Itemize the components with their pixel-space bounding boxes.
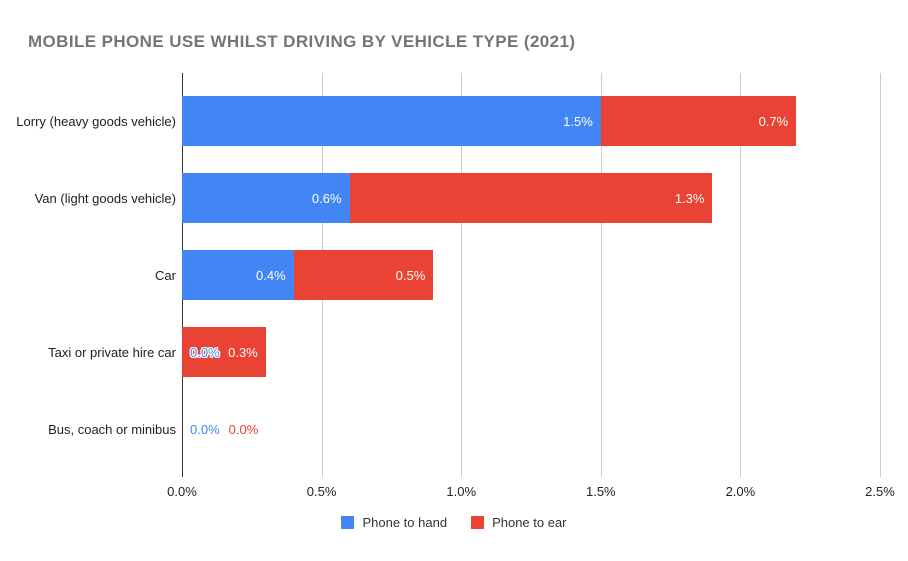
x-axis-tick-label: 0.5% [306,484,337,499]
bar-segment-phone-to-ear[interactable] [293,250,434,300]
category-label-car: Car [155,267,176,283]
legend-label: Phone to ear [492,515,567,530]
legend: Phone to hand Phone to ear [0,515,908,530]
x-axis-tick-label: 1.5% [585,484,616,499]
bar-segment-phone-to-hand[interactable] [182,250,294,300]
gridline [880,73,881,477]
bar-row-car: 0.4% 0.5% [182,250,880,300]
x-axis-tick-label: 0.0% [167,484,197,499]
chart-title: MOBILE PHONE USE WHILST DRIVING BY VEHIC… [28,32,576,51]
x-axis-tick-label: 2.5% [865,484,895,499]
bar-segment-phone-to-hand[interactable] [182,96,601,146]
legend-item-phone-to-hand: Phone to hand [341,515,447,530]
value-label-phone-to-hand: 0.0% [190,421,220,437]
legend-item-phone-to-ear: Phone to ear [471,515,567,530]
bar-row-lorry-heavy-goods-vehicle: 1.5% 0.7% [182,96,880,146]
outside-value-labels: 0.0% 0.0% [190,404,258,454]
x-axis: 0.0% 0.5% 1.0% 1.5% 2.0% 2.5% [0,484,908,500]
gridline [740,73,742,477]
x-axis-tick-label: 1.0% [446,484,477,499]
x-axis-tick-label: 2.0% [725,484,756,499]
bar-row-bus-coach-or-minibus: 0.0% 0.0% [182,404,880,454]
bar-row-taxi-or-private-hire-car: 0.3% 0.0% [182,327,880,377]
legend-swatch-phone-to-ear [471,516,485,529]
bar-segment-phone-to-ear[interactable] [349,173,713,223]
bar-segment-phone-to-ear[interactable] [600,96,797,146]
category-label-taxi-or-private-hire-car: Taxi or private hire car [48,344,176,360]
legend-label: Phone to hand [362,515,448,530]
category-label-lorry-heavy-goods-vehicle: Lorry (heavy goods vehicle) [16,113,176,129]
gridline [600,73,602,477]
gridline [461,73,463,477]
bar-segment-phone-to-ear[interactable] [182,327,266,377]
category-label-van-light-goods-vehicle: Van (light goods vehicle) [34,190,176,206]
legend-swatch-phone-to-hand [341,516,355,529]
plot-area: 1.5% 0.7% 0.6% 1.3% 0.4% 0.5% 0.3% 0.0% 0.0% 0.0% [182,73,881,477]
bar-segment-phone-to-hand[interactable] [182,173,350,223]
value-label-phone-to-ear: 0.0% [228,421,259,437]
category-label-bus-coach-or-minibus: Bus, coach or minibus [48,421,176,437]
bar-row-van-light-goods-vehicle: 0.6% 1.3% [182,173,880,223]
